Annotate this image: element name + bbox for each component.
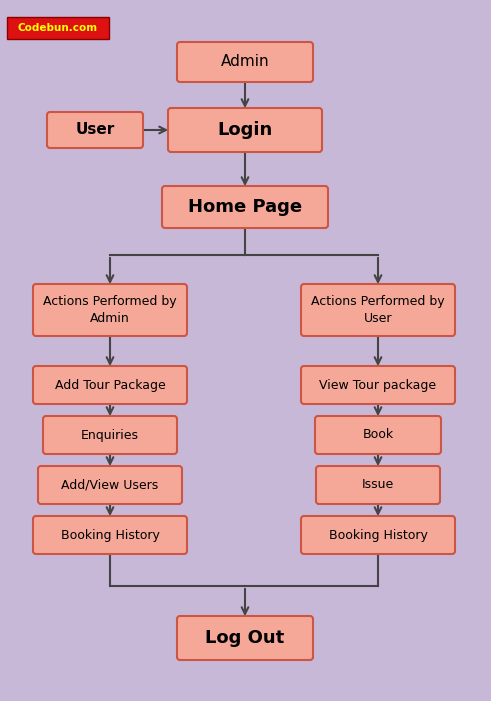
Text: View Tour package: View Tour package	[320, 379, 436, 391]
Text: Admin: Admin	[220, 55, 269, 69]
Text: Add Tour Package: Add Tour Package	[55, 379, 165, 391]
Text: Log Out: Log Out	[205, 629, 285, 647]
Text: Booking History: Booking History	[328, 529, 428, 541]
FancyBboxPatch shape	[47, 112, 143, 148]
Text: Booking History: Booking History	[60, 529, 160, 541]
FancyBboxPatch shape	[38, 466, 182, 504]
Text: Issue: Issue	[362, 479, 394, 491]
FancyBboxPatch shape	[162, 186, 328, 228]
FancyBboxPatch shape	[7, 17, 109, 39]
Text: Add/View Users: Add/View Users	[61, 479, 159, 491]
FancyBboxPatch shape	[177, 42, 313, 82]
Text: Actions Performed by
User: Actions Performed by User	[311, 296, 445, 325]
FancyBboxPatch shape	[301, 516, 455, 554]
Text: Codebun.com: Codebun.com	[18, 23, 98, 33]
FancyBboxPatch shape	[43, 416, 177, 454]
FancyBboxPatch shape	[316, 466, 440, 504]
FancyBboxPatch shape	[33, 516, 187, 554]
Text: Home Page: Home Page	[188, 198, 302, 216]
Text: User: User	[76, 123, 114, 137]
Text: Login: Login	[218, 121, 273, 139]
FancyBboxPatch shape	[177, 616, 313, 660]
FancyBboxPatch shape	[315, 416, 441, 454]
FancyBboxPatch shape	[168, 108, 322, 152]
FancyBboxPatch shape	[33, 284, 187, 336]
Text: Book: Book	[362, 428, 394, 442]
Text: Actions Performed by
Admin: Actions Performed by Admin	[43, 296, 177, 325]
FancyBboxPatch shape	[301, 284, 455, 336]
Text: Enquiries: Enquiries	[81, 428, 139, 442]
FancyBboxPatch shape	[301, 366, 455, 404]
FancyBboxPatch shape	[33, 366, 187, 404]
